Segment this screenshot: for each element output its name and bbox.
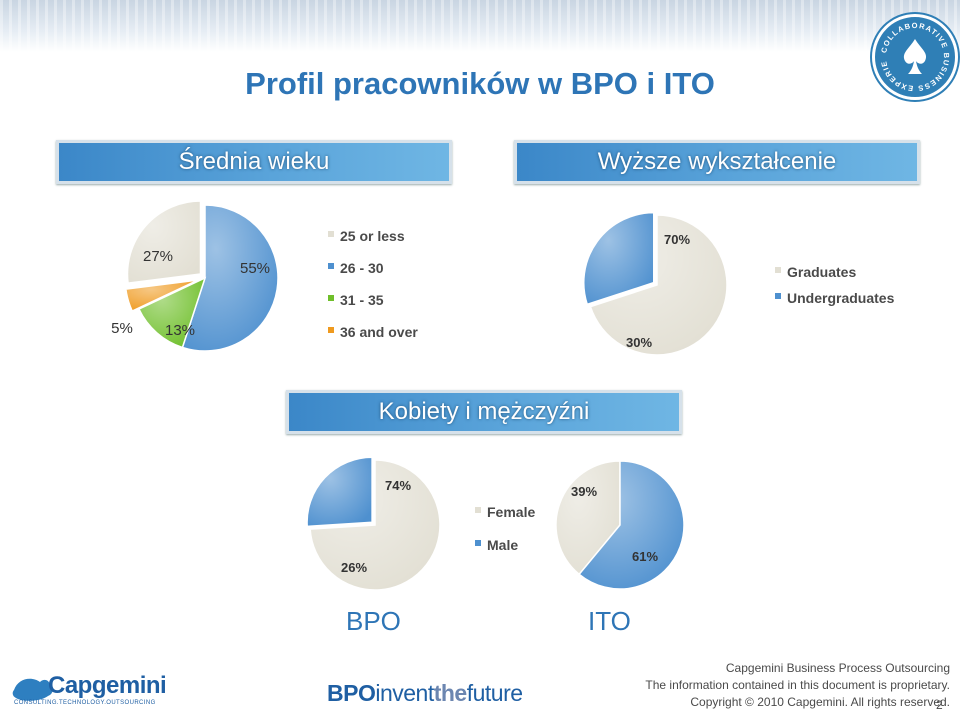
header-band <box>0 0 960 52</box>
legend-swatch <box>328 231 334 238</box>
legend-item-male: Male <box>475 537 518 553</box>
pie-label-undergraduates: 30% <box>626 335 652 350</box>
pie-label-male: 26% <box>341 560 367 575</box>
pie-slice-shine <box>583 212 654 305</box>
capgemini-logo-tagline: CONSULTING.TECHNOLOGY.OUTSOURCING <box>14 700 156 706</box>
gender-legend: Female Male <box>475 504 555 554</box>
footer-line-1: Capgemini Business Process Outsourcing <box>725 661 950 675</box>
legend-label: 26 - 30 <box>340 260 384 276</box>
pie-slice-shine <box>138 278 205 348</box>
pie-label-male: 61% <box>632 549 658 564</box>
legend-swatch <box>475 540 481 547</box>
page-number: 2 <box>936 698 943 712</box>
legend-item-undergraduates: Undergraduates <box>775 290 894 306</box>
legend-label: Undergraduates <box>787 290 895 306</box>
bpo-logo-part: the <box>433 680 468 706</box>
bpo-logo-part: invent <box>375 680 434 706</box>
bpo-logo-part: BPO <box>327 680 376 706</box>
footer-line-2: The information contained in this docume… <box>645 678 950 692</box>
footer-text: Capgemini Business Process Outsourcing T… <box>645 660 950 711</box>
legend-item-graduates: Graduates <box>775 264 856 280</box>
ito-gender-pie-chart: 39% 61% <box>555 460 685 590</box>
bpo-invent-the-future-logo: BPOinventthefuture <box>327 680 523 707</box>
pie-label-female: 39% <box>571 484 597 499</box>
ito-label: ITO <box>588 606 631 636</box>
pie-label-25-or-less: 27% <box>143 248 173 265</box>
legend-swatch <box>328 263 334 270</box>
pie-label-female: 74% <box>385 478 411 493</box>
capgemini-logo-name: Capgemini <box>48 672 167 699</box>
legend-swatch <box>328 295 334 302</box>
legend-swatch <box>328 327 334 334</box>
collaborative-business-experience-seal: COLLABORATIVE BUSINESS EXPERIENCE <box>872 14 958 100</box>
bpo-gender-pie-chart: 74% 26% <box>306 456 441 591</box>
legend-item-female: Female <box>475 504 535 520</box>
education-pie-chart: 70% 30% <box>583 211 728 356</box>
pie-slice-shine <box>310 460 440 590</box>
pie-label-graduates: 70% <box>664 232 690 247</box>
legend-item-26-30: 26 - 30 <box>328 260 384 276</box>
legend-label: 36 and over <box>340 324 418 340</box>
pie-slice-shine <box>127 201 201 284</box>
legend-item-31-35: 31 - 35 <box>328 292 384 308</box>
legend-label: Male <box>487 537 519 553</box>
legend-swatch <box>775 267 781 274</box>
legend-swatch <box>775 293 781 300</box>
legend-item-36-and-over: 36 and over <box>328 324 418 340</box>
education-banner-label: Wyższe wykształcenie <box>597 148 837 175</box>
age-banner: Średnia wieku <box>56 140 452 184</box>
pie-label-26-30: 55% <box>240 260 270 277</box>
legend-swatch <box>475 507 481 514</box>
bpo-logo-part: future <box>466 680 523 706</box>
page-title: Profil pracowników w BPO i ITO <box>245 66 715 101</box>
legend-item-25-or-less: 25 or less <box>328 228 405 244</box>
footer-line-3: Copyright © 2010 Capgemini. All rights r… <box>690 695 950 709</box>
gender-banner: Kobiety i mężczyźni <box>286 390 682 434</box>
age-pie-chart: 27% 55% 13% 5% <box>111 200 279 352</box>
pie-slice-shine <box>556 461 620 575</box>
pie-label-36-and-over: 5% <box>111 320 133 337</box>
education-legend: Graduates Undergraduates <box>775 264 925 314</box>
legend-label: Graduates <box>787 264 857 280</box>
age-legend: 25 or less 26 - 30 31 - 35 36 and over <box>328 228 468 348</box>
legend-label: 25 or less <box>340 228 405 244</box>
spade-shape <box>12 678 53 701</box>
pie-slice-shine <box>182 205 278 351</box>
pie-slice-shine <box>579 461 684 589</box>
education-banner: Wyższe wykształcenie <box>514 140 920 184</box>
capgemini-logo <box>12 678 53 701</box>
pie-label-31-35: 13% <box>165 322 195 339</box>
bpo-label: BPO <box>346 606 401 636</box>
age-banner-label: Średnia wieku <box>178 148 330 175</box>
legend-label: 31 - 35 <box>340 292 384 308</box>
pie-slice-shine <box>307 457 373 527</box>
legend-label: Female <box>487 504 536 520</box>
pie-slice-shine <box>125 279 199 312</box>
pie-slice-shine <box>590 215 727 355</box>
seal-graphic: COLLABORATIVE BUSINESS EXPERIENCE <box>875 17 950 93</box>
gender-banner-label: Kobiety i mężczyźni <box>378 398 590 425</box>
